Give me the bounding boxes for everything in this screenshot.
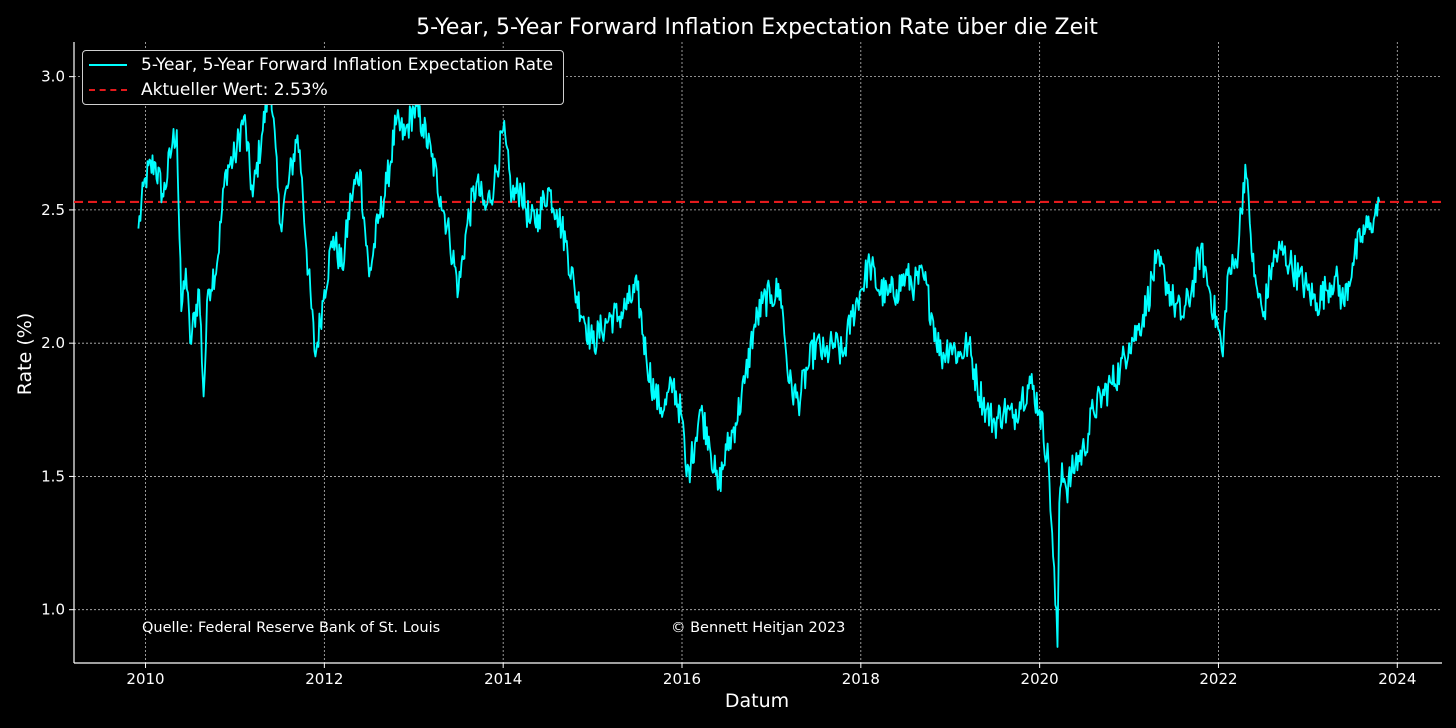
series-line-5y5y	[137, 75, 1381, 648]
y-axis-ticks: 1.0 1.5 2.0 2.5 3.0	[41, 68, 74, 619]
legend-item-series: 5-Year, 5-Year Forward Inflation Expecta…	[83, 53, 553, 77]
legend-item-current: Aktueller Wert: 2.53%	[83, 78, 328, 102]
y-tick-label: 1.0	[41, 601, 65, 619]
x-tick-label: 2010	[126, 670, 164, 688]
source-annotation: Quelle: Federal Reserve Bank of St. Loui…	[142, 620, 441, 636]
y-tick-label: 3.0	[41, 68, 65, 86]
grid-lines	[74, 42, 1442, 663]
legend-label-current: Aktueller Wert: 2.53%	[141, 80, 328, 100]
legend-swatch-current	[89, 89, 127, 91]
y-tick-label: 1.5	[41, 467, 65, 485]
y-tick-label: 2.0	[41, 334, 65, 352]
x-tick-label: 2020	[1021, 670, 1059, 688]
x-tick-label: 2016	[663, 670, 701, 688]
legend: 5-Year, 5-Year Forward Inflation Expecta…	[82, 50, 564, 105]
axes	[73, 42, 1442, 664]
legend-label-series: 5-Year, 5-Year Forward Inflation Expecta…	[141, 55, 554, 75]
x-tick-label: 2012	[305, 670, 343, 688]
x-tick-label: 2022	[1199, 670, 1237, 688]
x-tick-label: 2018	[842, 670, 880, 688]
chart-title: 5-Year, 5-Year Forward Inflation Expecta…	[416, 15, 1098, 40]
y-axis-label: Rate (%)	[14, 313, 36, 396]
copyright-annotation: © Bennett Heitjan 2023	[671, 620, 846, 636]
x-tick-label: 2024	[1378, 670, 1416, 688]
legend-swatch-series	[89, 64, 127, 66]
x-axis-ticks: 2010 2012 2014 2016 2018 2020 2022 2024	[126, 663, 1416, 688]
x-axis-label: Datum	[725, 690, 789, 712]
y-tick-label: 2.5	[41, 201, 65, 219]
x-tick-label: 2014	[484, 670, 522, 688]
